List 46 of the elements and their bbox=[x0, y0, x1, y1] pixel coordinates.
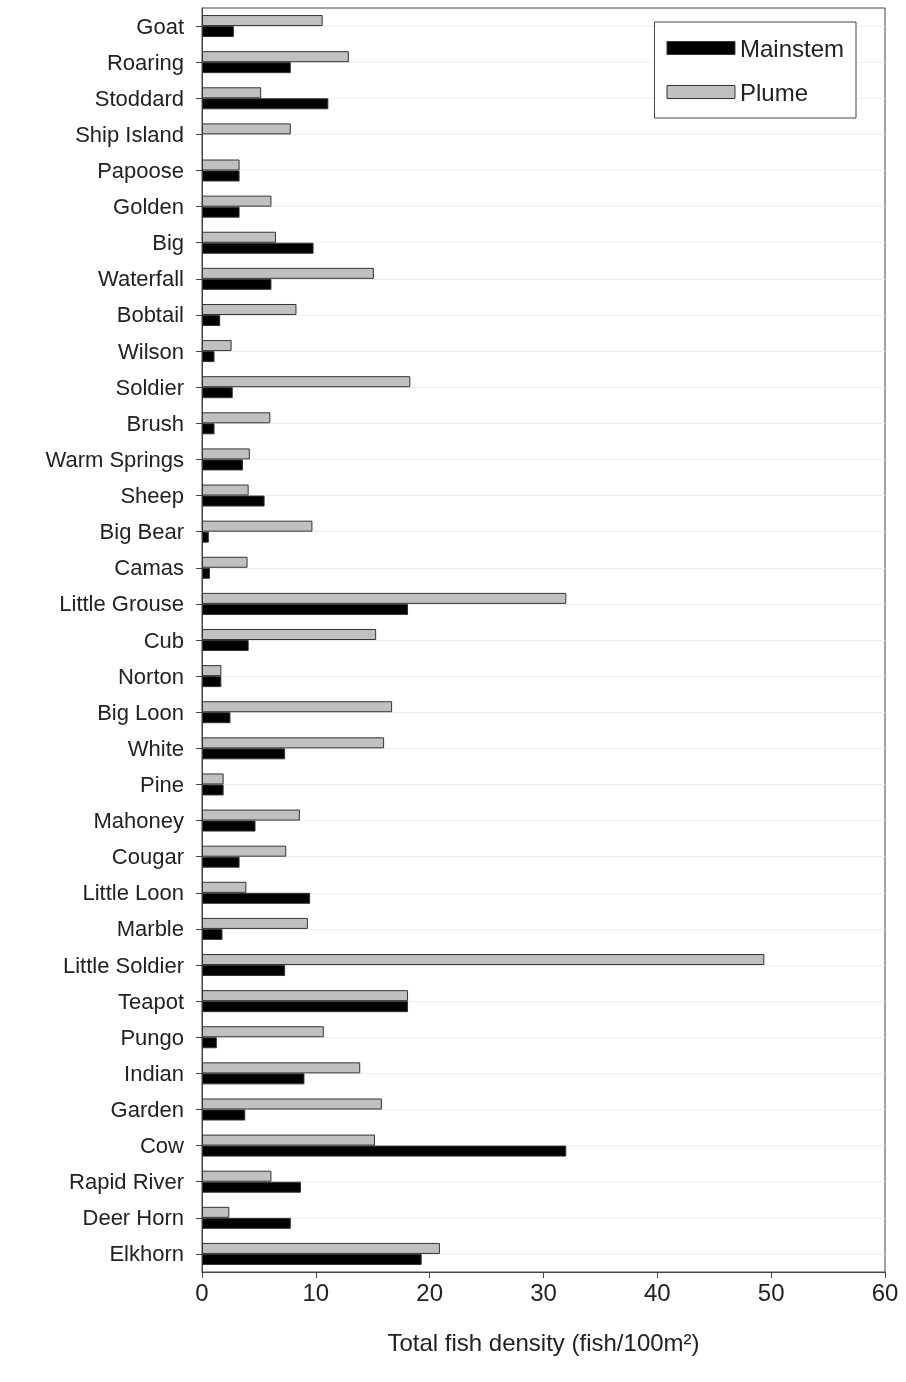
y-tick-label: Indian bbox=[124, 1060, 184, 1086]
y-tick-label: White bbox=[127, 735, 184, 761]
y-tick-label: Deer Horn bbox=[82, 1205, 184, 1231]
x-tick-label: 10 bbox=[302, 1278, 330, 1306]
y-tick-label: Pungo bbox=[120, 1024, 184, 1050]
x-tick-label: 0 bbox=[195, 1278, 209, 1306]
y-tick-label: Big bbox=[152, 230, 184, 256]
y-tick-label: Elkhorn bbox=[109, 1241, 184, 1267]
y-tick-label: Camas bbox=[114, 555, 184, 581]
legend-label: Mainstem bbox=[739, 34, 844, 62]
y-tick-label: Big Bear bbox=[99, 519, 184, 545]
y-tick-label: Sheep bbox=[120, 483, 184, 509]
y-tick-label: Pine bbox=[139, 771, 184, 797]
x-tick-label: 50 bbox=[757, 1278, 785, 1306]
y-tick-label: Mahoney bbox=[93, 808, 184, 834]
y-tick-label: Marble bbox=[116, 916, 184, 942]
y-tick-label: Cow bbox=[139, 1133, 185, 1159]
x-tick-label: 30 bbox=[530, 1278, 557, 1306]
y-tick-label: Cougar bbox=[111, 844, 184, 870]
x-tick-label: 60 bbox=[871, 1278, 899, 1306]
y-tick-label: Golden bbox=[113, 194, 184, 220]
y-tick-label: Teapot bbox=[117, 988, 184, 1014]
y-tick-label: Brush bbox=[126, 410, 184, 436]
y-tick-label: Norton bbox=[117, 663, 184, 689]
bar bbox=[202, 123, 291, 135]
y-tick-label: Stoddard bbox=[94, 85, 184, 111]
y-tick-label: Little Soldier bbox=[62, 952, 184, 978]
y-tick-label: Wilson bbox=[117, 338, 184, 364]
y-tick-label: Little Grouse bbox=[59, 591, 184, 617]
x-tick-label: 20 bbox=[416, 1278, 444, 1306]
y-tick-label: Cub bbox=[143, 627, 184, 653]
x-axis-title: Total fish density (fish/100m²) bbox=[387, 1328, 700, 1356]
y-tick-label: Big Loon bbox=[97, 699, 184, 725]
y-tick-label: Roaring bbox=[106, 49, 184, 75]
y-tick-label: Bobtail bbox=[116, 302, 184, 328]
y-tick-label: Warm Springs bbox=[45, 446, 184, 472]
legend-label: Plume bbox=[739, 78, 808, 106]
x-tick-label: 40 bbox=[643, 1278, 671, 1306]
y-tick-label: Goat bbox=[136, 13, 184, 39]
y-tick-label: Little Loon bbox=[82, 880, 184, 906]
y-tick-label: Rapid River bbox=[69, 1169, 184, 1195]
y-tick-label: Garden bbox=[110, 1096, 184, 1122]
y-tick-label: Papoose bbox=[97, 158, 184, 184]
y-tick-label: Waterfall bbox=[98, 266, 184, 292]
y-tick-label: Soldier bbox=[115, 374, 184, 400]
y-tick-label: Ship Island bbox=[75, 121, 184, 147]
